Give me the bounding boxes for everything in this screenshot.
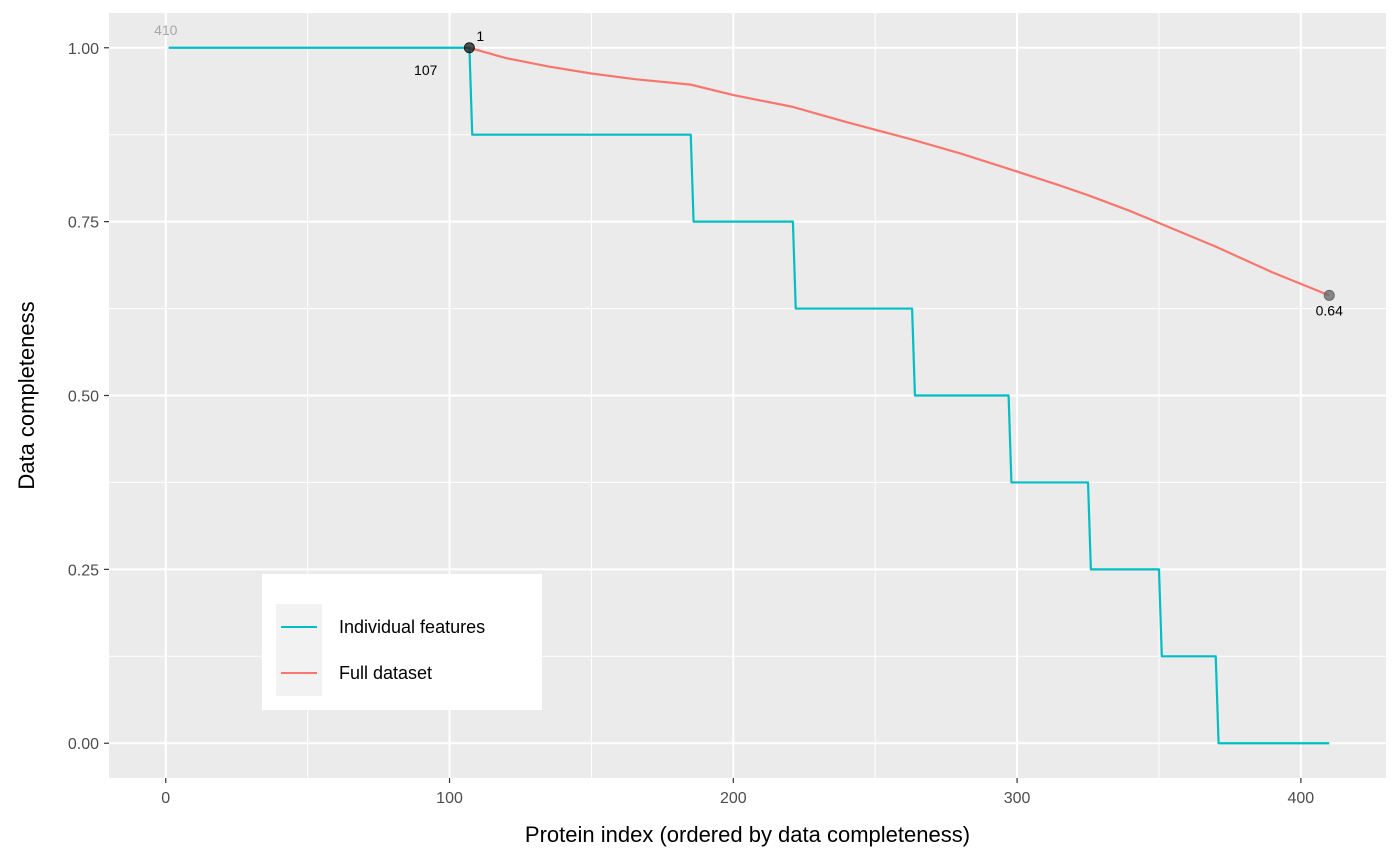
series-line-individual-features	[168, 46, 1330, 745]
x-tick-label: 300	[1004, 790, 1031, 807]
series-layer	[168, 46, 1330, 745]
marker-layer	[463, 42, 1335, 301]
y-tick-label: 0.00	[68, 736, 99, 753]
legend-label-individual-features: Individual features	[339, 617, 485, 637]
y-axis-ticks: 0.00 0.25 0.50 0.75 1.00	[68, 41, 109, 753]
annotation-label: 107	[414, 62, 438, 78]
annotation-label: 410	[154, 22, 178, 38]
legend: Individual features Full dataset	[262, 574, 542, 710]
x-tick-label: 200	[720, 790, 747, 807]
annotation-label: 0.64	[1316, 302, 1343, 318]
annotation-label: 1	[476, 28, 484, 44]
y-tick-label: 0.25	[68, 562, 99, 579]
y-tick-label: 0.75	[68, 215, 99, 232]
y-axis-title: Data completeness	[14, 301, 39, 489]
point-marker	[1323, 289, 1335, 301]
x-axis-ticks: 0 100 200 300 400	[161, 778, 1314, 807]
y-tick-label: 0.50	[68, 389, 99, 406]
series-line-full-dataset	[469, 46, 1330, 297]
y-tick-label: 1.00	[68, 41, 99, 58]
point-marker	[463, 42, 475, 54]
annotation-layer: 410 1 107 0.64	[154, 22, 1343, 319]
x-tick-label: 0	[161, 790, 170, 807]
x-axis-title: Protein index (ordered by data completen…	[525, 822, 970, 847]
legend-label-full-dataset: Full dataset	[339, 663, 432, 683]
x-tick-label: 400	[1288, 790, 1315, 807]
x-tick-label: 100	[436, 790, 463, 807]
